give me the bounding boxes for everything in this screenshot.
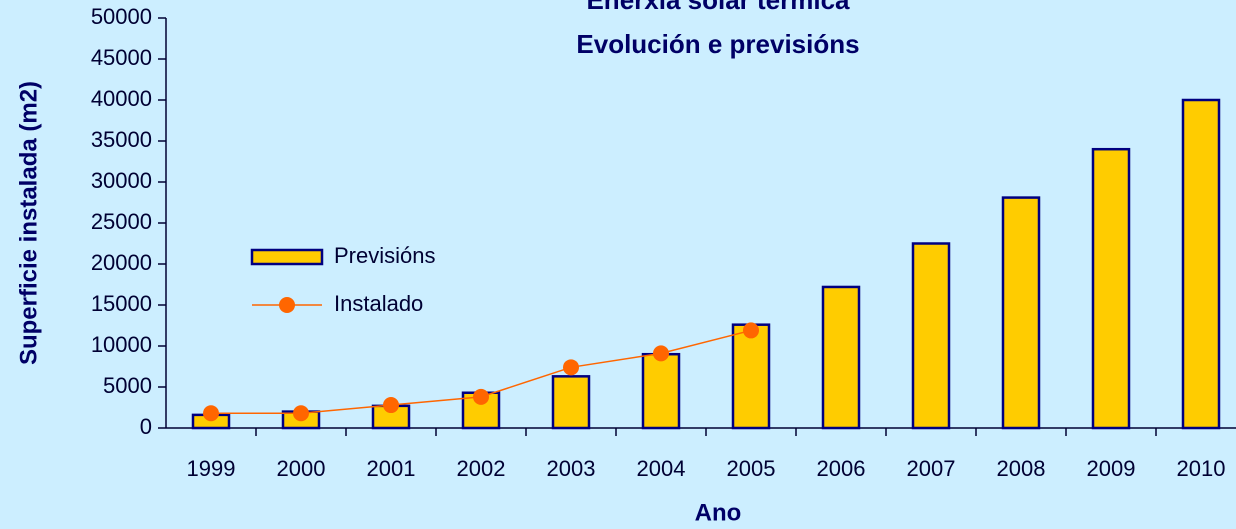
line-marker xyxy=(743,322,759,339)
bar xyxy=(551,375,591,430)
x-tick-label: 1999 xyxy=(187,456,236,481)
x-tick-label: 2001 xyxy=(367,456,416,481)
legend-swatch xyxy=(250,248,324,266)
y-tick-label: 15000 xyxy=(91,291,152,316)
y-tick-label: 10000 xyxy=(91,332,152,357)
x-tick-label: 2005 xyxy=(727,456,776,481)
x-tick-label: 2004 xyxy=(637,456,686,481)
x-tick-label: 2002 xyxy=(457,456,506,481)
line-marker xyxy=(563,359,579,376)
bar xyxy=(641,352,681,430)
chart-title: Enerxía solar térmica xyxy=(586,0,850,15)
x-tick-label: 2009 xyxy=(1087,456,1136,481)
bar xyxy=(1001,196,1041,430)
bar xyxy=(911,242,951,430)
x-tick-label: 2010 xyxy=(1177,456,1226,481)
y-tick-label: 30000 xyxy=(91,168,152,193)
bar xyxy=(731,323,771,430)
y-tick-label: 20000 xyxy=(91,250,152,275)
chart-subtitle: Evolución e previsións xyxy=(576,29,859,59)
y-axis-label: Superficie instalada (m2) xyxy=(15,81,42,365)
x-tick-label: 2007 xyxy=(907,456,956,481)
bar xyxy=(821,285,861,430)
legend-label: Previsións xyxy=(334,243,435,268)
y-tick-label: 25000 xyxy=(91,209,152,234)
legend-label: Instalado xyxy=(334,291,423,316)
x-tick-label: 2000 xyxy=(277,456,326,481)
x-tick-label: 2006 xyxy=(817,456,866,481)
line-marker xyxy=(203,405,219,422)
x-axis-label: Ano xyxy=(695,499,742,526)
y-tick-label: 50000 xyxy=(91,4,152,29)
y-tick-label: 40000 xyxy=(91,86,152,111)
line-marker xyxy=(293,405,309,422)
bar xyxy=(1181,98,1221,430)
y-tick-label: 35000 xyxy=(91,127,152,152)
legend-swatch-marker xyxy=(279,297,295,313)
bar xyxy=(1091,147,1131,430)
line-marker xyxy=(653,345,669,362)
line-marker xyxy=(473,388,489,405)
y-tick-label: 0 xyxy=(140,414,152,439)
x-tick-label: 2003 xyxy=(547,456,596,481)
x-tick-label: 2008 xyxy=(997,456,1046,481)
line-marker xyxy=(383,397,399,414)
y-tick-label: 5000 xyxy=(103,373,152,398)
y-tick-label: 45000 xyxy=(91,45,152,70)
